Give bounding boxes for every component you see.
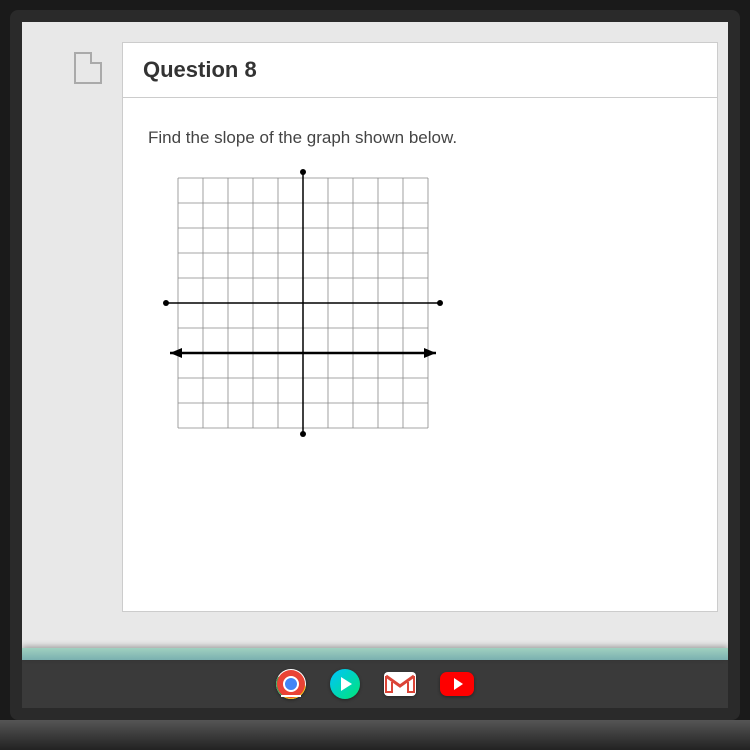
laptop-base	[0, 720, 750, 750]
question-body: Find the slope of the graph shown below.	[123, 98, 717, 468]
page-navigation	[22, 42, 122, 612]
chromeos-taskbar[interactable]	[22, 660, 728, 708]
page-icon[interactable]	[74, 52, 102, 84]
gmail-icon	[384, 672, 416, 696]
active-app-indicator	[281, 695, 301, 697]
graph-svg	[158, 168, 448, 438]
question-prompt: Find the slope of the graph shown below.	[148, 128, 692, 148]
question-title: Question 8	[143, 57, 697, 83]
taskbar-app-youtube[interactable]	[440, 672, 474, 696]
taskbar-app-play-store[interactable]	[330, 669, 360, 699]
taskbar-app-chrome[interactable]	[276, 669, 306, 699]
slope-graph	[158, 168, 448, 438]
laptop-screen-bezel: Question 8 Find the slope of the graph s…	[10, 10, 740, 720]
youtube-icon	[440, 672, 474, 696]
quiz-content-area: Question 8 Find the slope of the graph s…	[22, 22, 728, 612]
screen-viewport: Question 8 Find the slope of the graph s…	[22, 22, 728, 708]
play-store-icon	[330, 669, 360, 699]
question-card: Question 8 Find the slope of the graph s…	[122, 42, 718, 612]
taskbar-app-gmail[interactable]	[384, 672, 416, 696]
question-header: Question 8	[123, 43, 717, 98]
